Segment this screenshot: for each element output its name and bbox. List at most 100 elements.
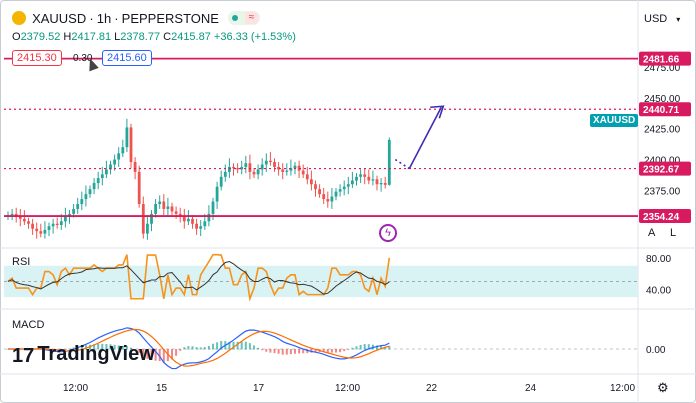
level-tag-bg [639,209,691,224]
status-toggle[interactable]: ≈ [228,11,261,25]
macd-histogram-bar [281,349,284,355]
macd-histogram-bar [322,349,325,353]
macd-histogram-bar [236,341,239,350]
level-tag-label: 2481.66 [643,55,680,66]
candle-body [27,221,30,224]
buy-button[interactable]: 2415.60 [102,50,152,66]
candle-body [68,213,71,217]
candle-body [367,176,371,181]
sell-button[interactable]: 2415.30 [12,50,62,66]
wave-icon: ≈ [245,12,259,24]
symbol-header: XAUUSD · 1h · PEPPERSTONE ≈ [12,11,261,26]
macd-histogram-bar [232,341,235,350]
macd-histogram-bar [191,346,194,350]
currency-dropdown[interactable]: USD ▾ [644,13,681,25]
log-scale-button[interactable]: L [670,227,677,239]
macd-histogram-bar [285,349,288,355]
candle-body [113,159,116,165]
macd-histogram-bar [80,345,83,350]
candle-body [64,216,67,222]
macd-histogram-bar [171,349,173,360]
macd-histogram-bar [72,347,75,350]
status-dot-icon [232,15,239,21]
candle-body [129,127,133,162]
candle-body [223,171,227,177]
level-tag-bg [639,51,691,66]
macd-histogram-bar [261,349,264,351]
price-tick-label: 2400.00 [644,156,681,167]
candle-body [310,179,313,185]
macd-histogram-bar [105,343,108,350]
macd-histogram-bar [289,349,292,355]
lightning-icon[interactable]: ϟ [379,224,397,242]
candle-body [342,186,346,190]
level-tag-label: 2354.24 [643,212,680,223]
price-tick-label: 2425.00 [644,125,681,136]
macd-histogram-bar [117,345,120,350]
candle-body [199,226,203,229]
candle-body [146,223,149,234]
time-tick-label: 24 [525,383,537,394]
macd-histogram-bar [269,349,272,353]
candle-body [80,199,84,204]
candle-body [141,204,145,234]
candle-body [387,139,391,185]
candle-body [178,213,182,217]
interval-label[interactable]: 1h [96,11,112,26]
macd-histogram-bar [273,349,276,354]
auto-scale-button[interactable]: A [648,227,656,239]
tradingview-logo: 17 TradingView [12,343,155,367]
close-value: 2415.87 [171,31,211,43]
macd-histogram-bar [302,349,305,354]
symbol-name[interactable]: XAUUSD [32,11,87,26]
candle-body [72,208,75,214]
candle-body [100,174,104,179]
macd-histogram-bar [146,349,149,359]
macd-histogram-bar [380,346,383,350]
price-tick-label: 2375.00 [644,186,681,197]
gear-icon[interactable]: ⚙ [657,380,669,395]
macd-histogram-bar [253,345,255,350]
candle-body [248,163,252,172]
rsi-line [7,253,391,302]
rsi-pane-title: RSI [12,256,31,268]
candle-body [281,169,285,172]
candle-body [31,223,34,229]
candle-body [293,165,297,169]
macd-histogram-bar [142,349,145,357]
macd-histogram-bar [207,345,210,350]
level-tag-bg [639,102,691,117]
candle-body [203,221,207,227]
macd-histogram-bar [138,349,141,353]
price-tick-label: 2475.00 [644,63,681,74]
macd-histogram-bar [84,345,87,350]
candle-body [219,176,223,187]
macd-histogram-bar [212,343,214,350]
spread-value: 0.30 [73,53,93,64]
candle-body [236,168,239,170]
candle-body [211,201,215,214]
candle-body [244,163,248,167]
change-value: +36.33 (+1.53%) [213,31,296,43]
candle-body [39,231,43,234]
macd-histogram-bar [220,341,223,350]
gold-coin-icon [12,11,26,25]
candle-body [150,213,153,224]
macd-histogram-bar [121,345,124,350]
candle-body [170,206,174,212]
candle-body [330,196,334,202]
candle-body [207,213,211,222]
time-tick-label: 12:00 [335,383,360,394]
macd-histogram-bar [97,343,100,350]
candle-body [371,179,375,181]
candle-body [318,189,321,195]
projection-arrow-line[interactable] [408,106,443,169]
macd-histogram-bar [244,341,247,350]
symbol-tag: XAUUSD [590,114,639,127]
candle-body [43,229,47,234]
time-tick-label: 22 [426,383,438,394]
macd-histogram-bar [101,343,104,350]
macd-tick-label: 0.00 [646,345,666,356]
macd-histogram-bar [134,349,137,350]
candle-body [264,160,268,165]
